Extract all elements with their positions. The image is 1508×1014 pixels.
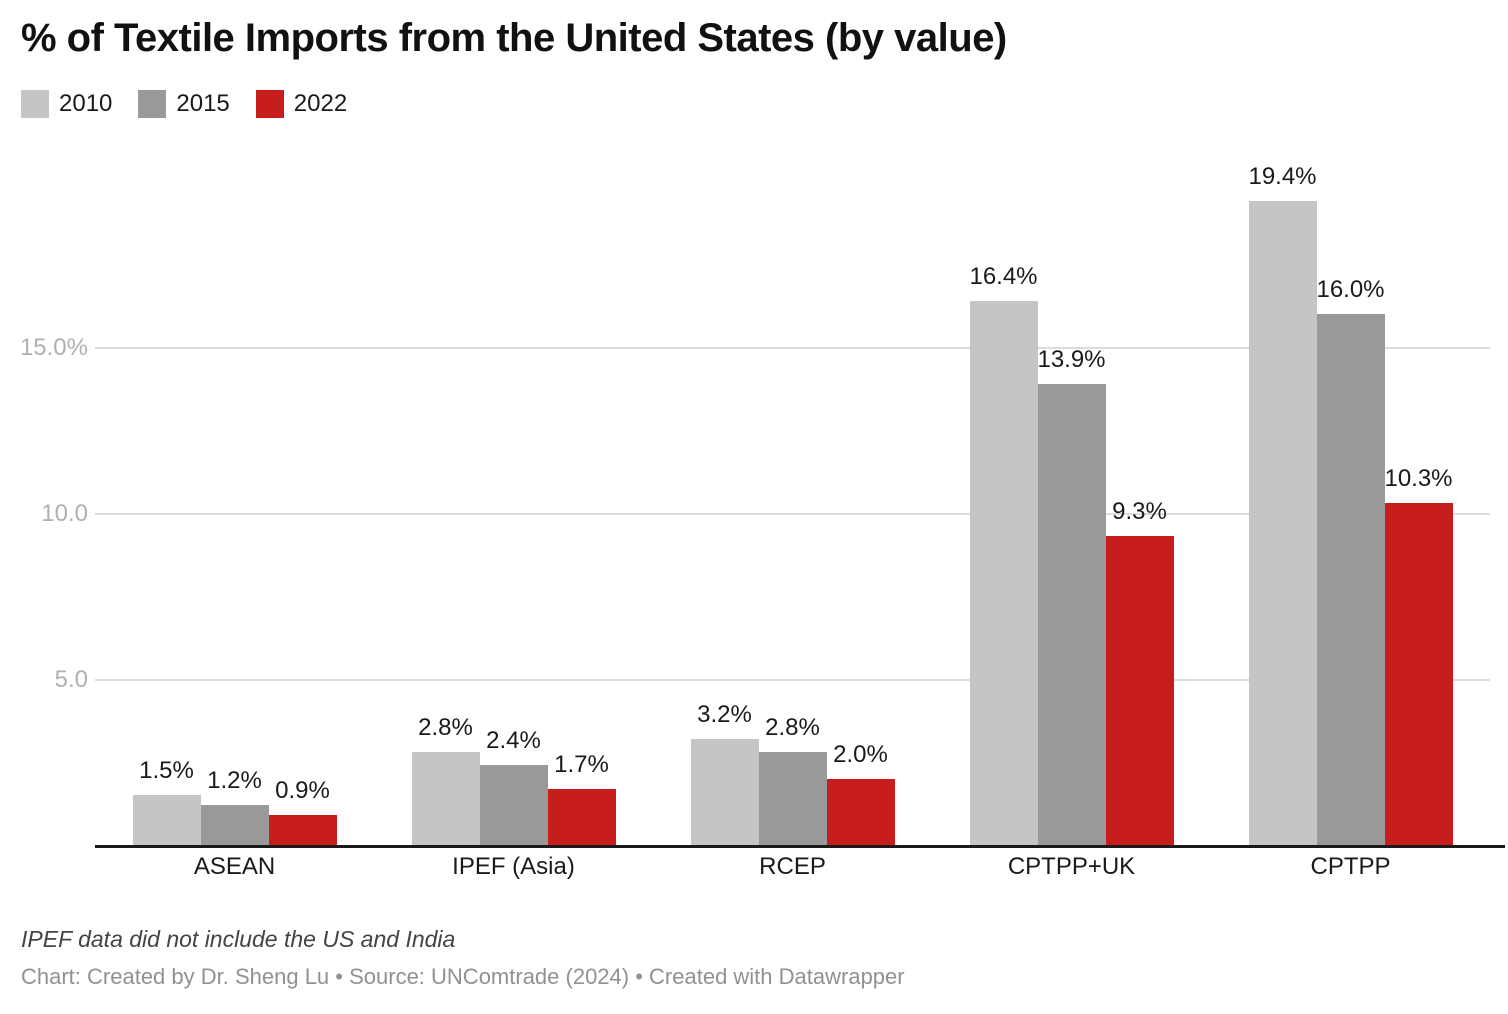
bar-rcep-2010 xyxy=(690,739,759,845)
gridline-15 xyxy=(95,347,1490,349)
value-label: 1.7% xyxy=(554,751,609,778)
y-tick-label: 5.0 xyxy=(54,666,88,693)
legend-swatch-2015 xyxy=(138,90,167,118)
credit-line: Chart: Created by Dr. Sheng Lu • Source:… xyxy=(21,964,905,989)
gridline-10 xyxy=(95,513,1490,515)
value-label: 16.4% xyxy=(969,263,1038,290)
bar-cptpp-2022 xyxy=(1384,503,1453,845)
legend-item-2022: 2022 xyxy=(255,90,348,118)
value-label: 13.9% xyxy=(1037,346,1106,373)
x-axis-line xyxy=(95,845,1505,848)
bar-cptpp-2010 xyxy=(1248,201,1317,845)
gridline-5 xyxy=(95,679,1490,681)
value-label: 10.3% xyxy=(1384,465,1453,492)
bar-cptpp-uk-2022 xyxy=(1105,536,1174,845)
value-label: 2.8% xyxy=(418,714,473,741)
bar-ipef-asia--2015 xyxy=(479,765,548,845)
value-label: 1.5% xyxy=(139,757,194,784)
legend: 2010 2015 2022 xyxy=(21,90,347,118)
value-label: 9.3% xyxy=(1112,498,1167,525)
legend-label: 2010 xyxy=(59,90,113,117)
value-label: 3.2% xyxy=(697,701,752,728)
x-axis-category-label: IPEF (Asia) xyxy=(452,853,575,880)
x-axis-category-label: CPTPP+UK xyxy=(1007,853,1136,880)
value-label: 1.2% xyxy=(207,767,262,794)
value-label: 19.4% xyxy=(1248,163,1317,190)
bar-cptpp-uk-2015 xyxy=(1037,384,1106,845)
bar-asean-2010 xyxy=(132,795,201,845)
x-axis-category-label: RCEP xyxy=(759,853,826,880)
bar-cptpp-2015 xyxy=(1316,314,1385,845)
chart-title: % of Textile Imports from the United Sta… xyxy=(21,16,1007,60)
bar-rcep-2015 xyxy=(758,752,827,845)
x-axis-category-label: ASEAN xyxy=(193,853,276,880)
footnote: IPEF data did not include the US and Ind… xyxy=(21,926,456,952)
value-label: 2.4% xyxy=(486,727,541,754)
value-label: 2.8% xyxy=(765,714,820,741)
bar-ipef-asia--2022 xyxy=(547,789,616,845)
y-tick-label: 15.0% xyxy=(19,334,88,361)
value-label: 0.9% xyxy=(275,777,330,804)
bar-asean-2015 xyxy=(200,805,269,845)
bar-rcep-2022 xyxy=(826,779,895,845)
legend-swatch-2010 xyxy=(21,90,49,118)
legend-label: 2015 xyxy=(176,90,230,117)
legend-swatch-2022 xyxy=(255,90,284,118)
y-tick-label: 10.0 xyxy=(41,500,88,527)
bar-ipef-asia--2010 xyxy=(411,752,480,845)
bar-asean-2022 xyxy=(268,815,337,845)
value-label: 2.0% xyxy=(833,741,888,768)
legend-item-2015: 2015 xyxy=(138,90,230,118)
legend-label: 2022 xyxy=(293,90,348,117)
value-label: 16.0% xyxy=(1316,276,1385,303)
legend-item-2010: 2010 xyxy=(21,90,112,118)
x-axis-category-label: CPTPP xyxy=(1310,853,1391,880)
bar-cptpp-uk-2010 xyxy=(969,301,1038,845)
